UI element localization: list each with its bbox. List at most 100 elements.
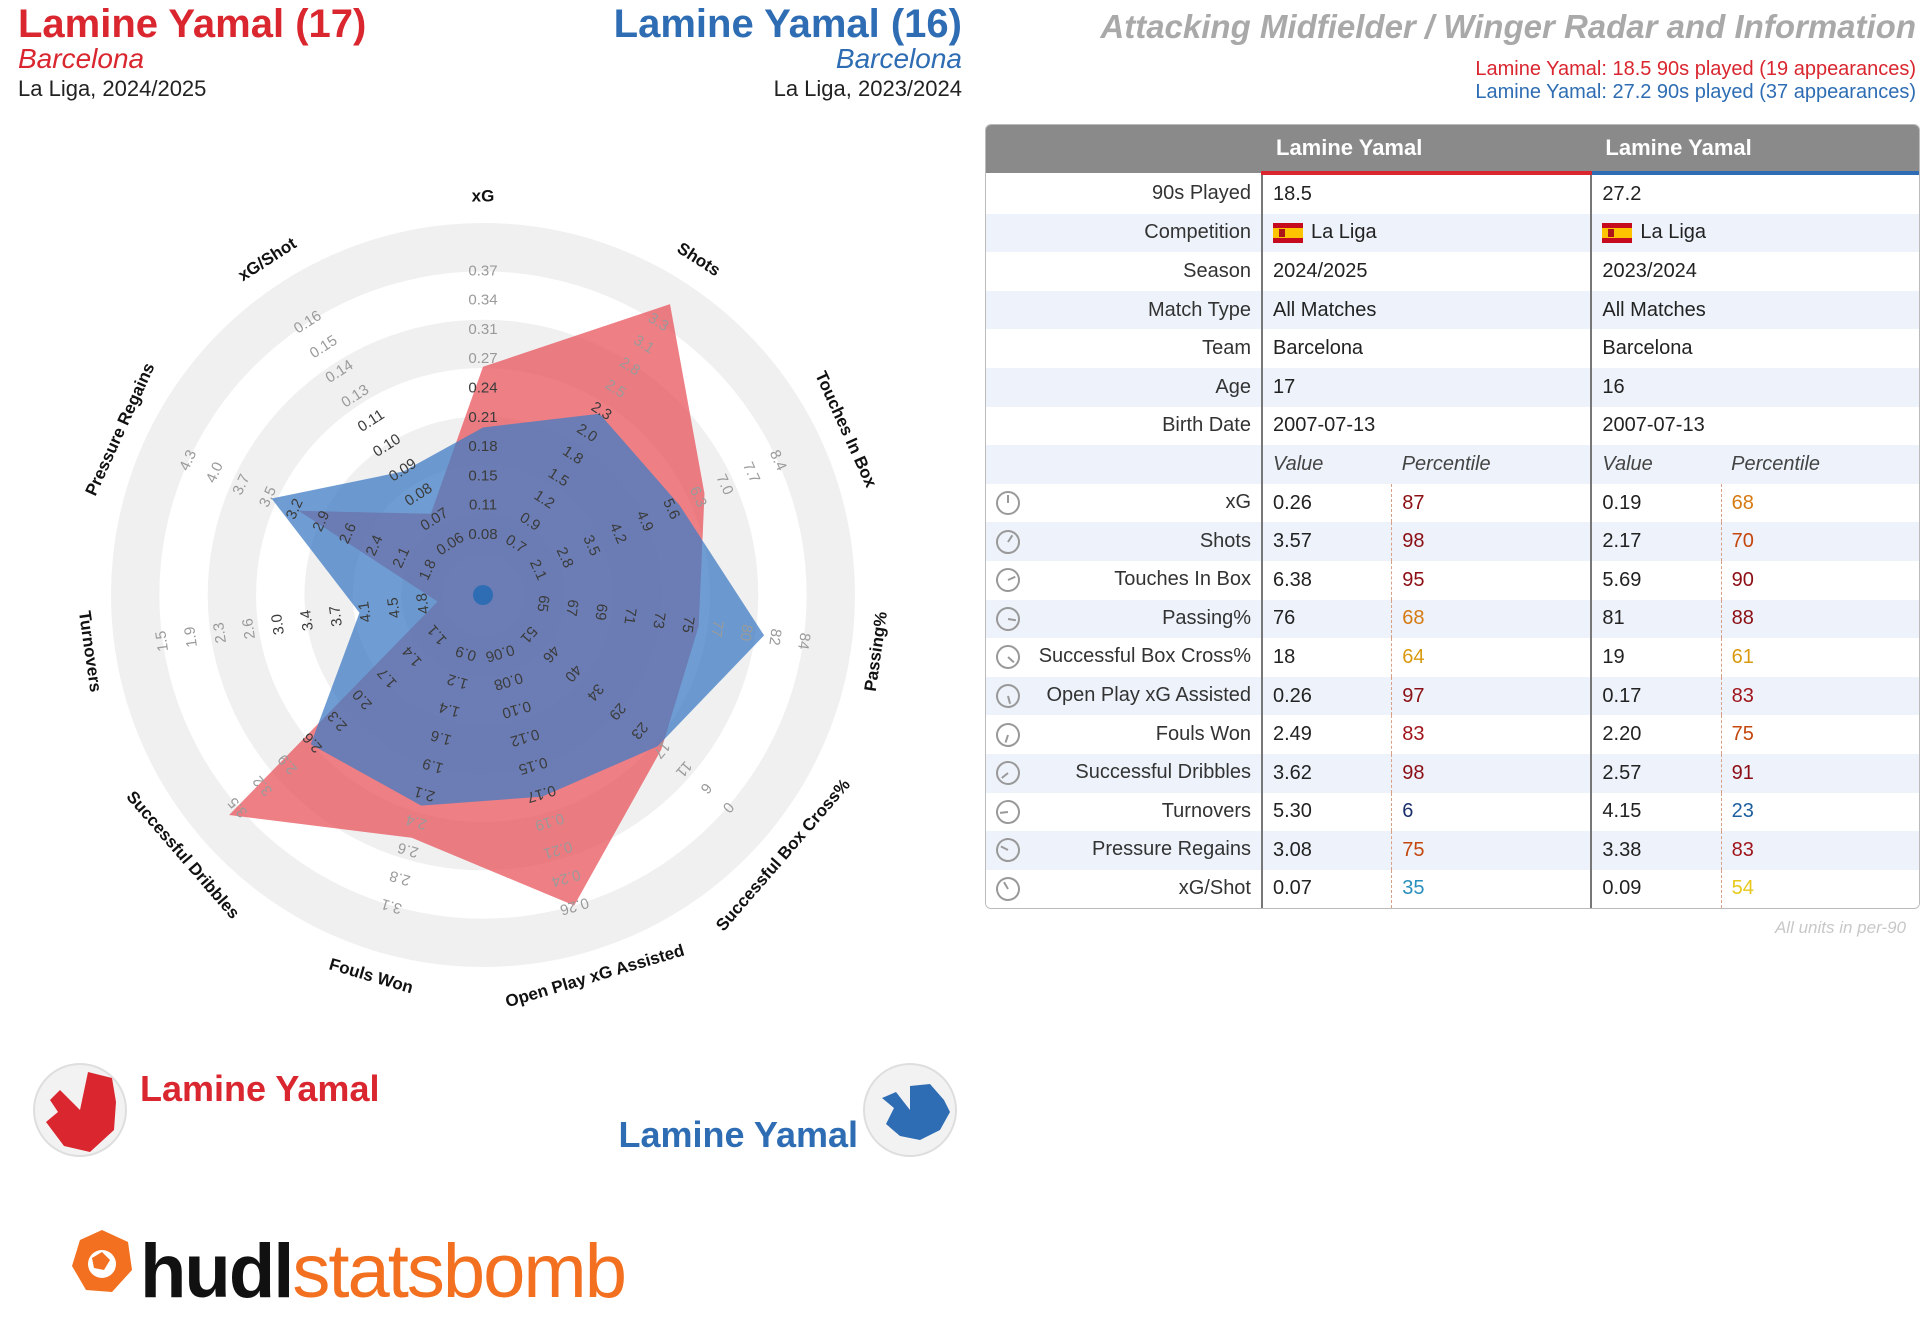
metric-label: Passing% bbox=[986, 599, 1262, 639]
red-metric-value: 0.07 bbox=[1261, 869, 1392, 909]
axis-label: Shots bbox=[674, 239, 724, 281]
metric-label: xG/Shot bbox=[986, 869, 1262, 909]
red-value: 2024/2025 bbox=[1260, 252, 1592, 291]
logo-text-hudl: hudl bbox=[140, 1229, 294, 1314]
tick-label: 4.1 bbox=[355, 600, 375, 623]
tick-label: 75 bbox=[678, 615, 697, 634]
table-header-blue: Lamine Yamal bbox=[1591, 125, 1919, 175]
tick-label: 4.8 bbox=[413, 592, 433, 615]
red-percentile: 35 bbox=[1391, 869, 1592, 909]
table-header-red: Lamine Yamal bbox=[1262, 125, 1592, 175]
blue-metric-value: 3.38 bbox=[1590, 831, 1722, 870]
statsbomb-logo-icon bbox=[66, 1226, 138, 1303]
blue-percentile: 88 bbox=[1720, 599, 1919, 639]
metric-label: Pressure Regains bbox=[986, 831, 1262, 870]
table-row: Season 2024/2025 2023/2024 bbox=[986, 252, 1919, 291]
stopwatch-icon bbox=[992, 564, 1024, 597]
tick-label: 1.9 bbox=[421, 754, 446, 776]
stopwatch-icon bbox=[994, 605, 1022, 633]
metric-label: xG bbox=[986, 483, 1262, 523]
table-header-blank bbox=[986, 125, 1262, 173]
sub-value-blue: Value bbox=[1590, 445, 1722, 484]
metric-row: Turnovers 5.30 6 4.15 23 bbox=[986, 792, 1919, 832]
axis-label: Passing% bbox=[861, 610, 891, 692]
tick-label: 0.08 bbox=[468, 526, 497, 543]
row-label: Age bbox=[986, 367, 1262, 407]
tick-label: 0.9 bbox=[454, 642, 479, 664]
stopwatch-icon bbox=[991, 872, 1025, 906]
blue-percentile: 75 bbox=[1720, 715, 1919, 754]
tick-label: 77 bbox=[707, 619, 726, 638]
table-row: Age 17 16 bbox=[986, 367, 1919, 407]
tick-label: 0.24 bbox=[468, 379, 497, 396]
red-percentile: 87 bbox=[1391, 483, 1592, 523]
table-row: Competition La Liga La Liga bbox=[986, 213, 1919, 253]
tick-label: 0.21 bbox=[468, 409, 497, 426]
table-subheader: Value Percentile Value Percentile bbox=[986, 445, 1919, 484]
tick-label: 3.0 bbox=[268, 613, 288, 636]
tick-label: 2.6 bbox=[239, 617, 259, 640]
red-value: Barcelona bbox=[1260, 329, 1592, 368]
red-value: 18.5 bbox=[1260, 173, 1592, 214]
tick-label: 2.6 bbox=[396, 839, 421, 861]
metric-label: Shots bbox=[986, 522, 1262, 561]
blue-metric-value: 19 bbox=[1590, 638, 1722, 677]
tick-label: 0.27 bbox=[468, 350, 497, 367]
axis-label: Fouls Won bbox=[327, 955, 415, 998]
red-percentile: 98 bbox=[1391, 522, 1592, 561]
tick-label: 0.15 bbox=[468, 467, 497, 484]
tick-label: 0.31 bbox=[468, 321, 497, 338]
red-metric-value: 18 bbox=[1261, 638, 1392, 677]
axis-label: xG bbox=[472, 186, 495, 205]
tick-label: 84 bbox=[794, 632, 813, 651]
tick-label: 80 bbox=[736, 623, 755, 642]
blue-value: All Matches bbox=[1590, 290, 1919, 330]
tick-label: 0.11 bbox=[469, 497, 497, 514]
metric-row: Successful Dribbles 3.62 98 2.57 91 bbox=[986, 753, 1919, 793]
sub-percentile-red: Percentile bbox=[1391, 445, 1592, 484]
red-percentile: 64 bbox=[1391, 638, 1592, 677]
tick-label: 73 bbox=[649, 611, 668, 630]
tick-label: 1.5 bbox=[152, 630, 172, 653]
row-label: Season bbox=[986, 252, 1262, 291]
radar-svg: 0.08 0.11 0.15 0.18 0.21 0.24 0.27 0.31 0.34 0.37… bbox=[75, 186, 891, 1011]
legend-blue bbox=[860, 1060, 960, 1165]
metric-row: xG 0.26 87 0.19 68 bbox=[986, 483, 1919, 523]
row-label bbox=[986, 445, 1262, 484]
blue-metric-value: 2.17 bbox=[1590, 522, 1722, 561]
row-label: Competition bbox=[986, 213, 1262, 253]
tick-label: 0.37 bbox=[468, 262, 497, 279]
tick-label: 4.5 bbox=[384, 596, 404, 619]
red-value: All Matches bbox=[1260, 290, 1592, 330]
tick-label: 0.34 bbox=[468, 292, 497, 309]
red-value: 17 bbox=[1260, 367, 1592, 407]
table-row: Birth Date 2007-07-13 2007-07-13 bbox=[986, 406, 1919, 446]
red-percentile: 68 bbox=[1391, 599, 1592, 639]
metric-row: Touches In Box 6.38 95 5.69 90 bbox=[986, 560, 1919, 600]
table-row: 90s Played 18.5 27.2 bbox=[986, 173, 1919, 214]
played-red: Lamine Yamal: 18.5 90s played (19 appear… bbox=[1475, 58, 1916, 80]
metric-row: Successful Box Cross% 18 64 19 61 bbox=[986, 638, 1919, 677]
metric-label: Successful Dribbles bbox=[986, 753, 1262, 793]
metric-label: Successful Box Cross% bbox=[986, 638, 1262, 677]
red-metric-value: 76 bbox=[1261, 599, 1392, 639]
metric-label: Touches In Box bbox=[986, 560, 1262, 600]
row-label: Birth Date bbox=[986, 406, 1262, 446]
tick-label: 3.7 bbox=[326, 605, 346, 628]
metric-row: Passing% 76 68 81 88 bbox=[986, 599, 1919, 639]
player-title-blue: Lamine Yamal (16) bbox=[613, 2, 962, 46]
legend-red bbox=[30, 1060, 130, 1165]
metric-label: Open Play xG Assisted bbox=[986, 676, 1262, 716]
player-title-red: Lamine Yamal (17) bbox=[18, 2, 367, 46]
table-row: Team Barcelona Barcelona bbox=[986, 329, 1919, 368]
red-percentile: 98 bbox=[1391, 753, 1592, 793]
blue-metric-value: 2.20 bbox=[1590, 715, 1722, 754]
units-note: All units in per-90 bbox=[1774, 918, 1906, 937]
played-blue: Lamine Yamal: 27.2 90s played (37 appear… bbox=[1475, 81, 1916, 103]
stopwatch-icon bbox=[991, 640, 1025, 675]
statsbomb-logo-text: hudlstatsbomb bbox=[140, 1228, 627, 1315]
axis-label: Turnovers bbox=[75, 610, 105, 694]
stopwatch-icon bbox=[996, 491, 1020, 516]
logo-text-statsbomb: statsbomb bbox=[292, 1229, 627, 1314]
tick-label: 3.1 bbox=[379, 895, 404, 917]
